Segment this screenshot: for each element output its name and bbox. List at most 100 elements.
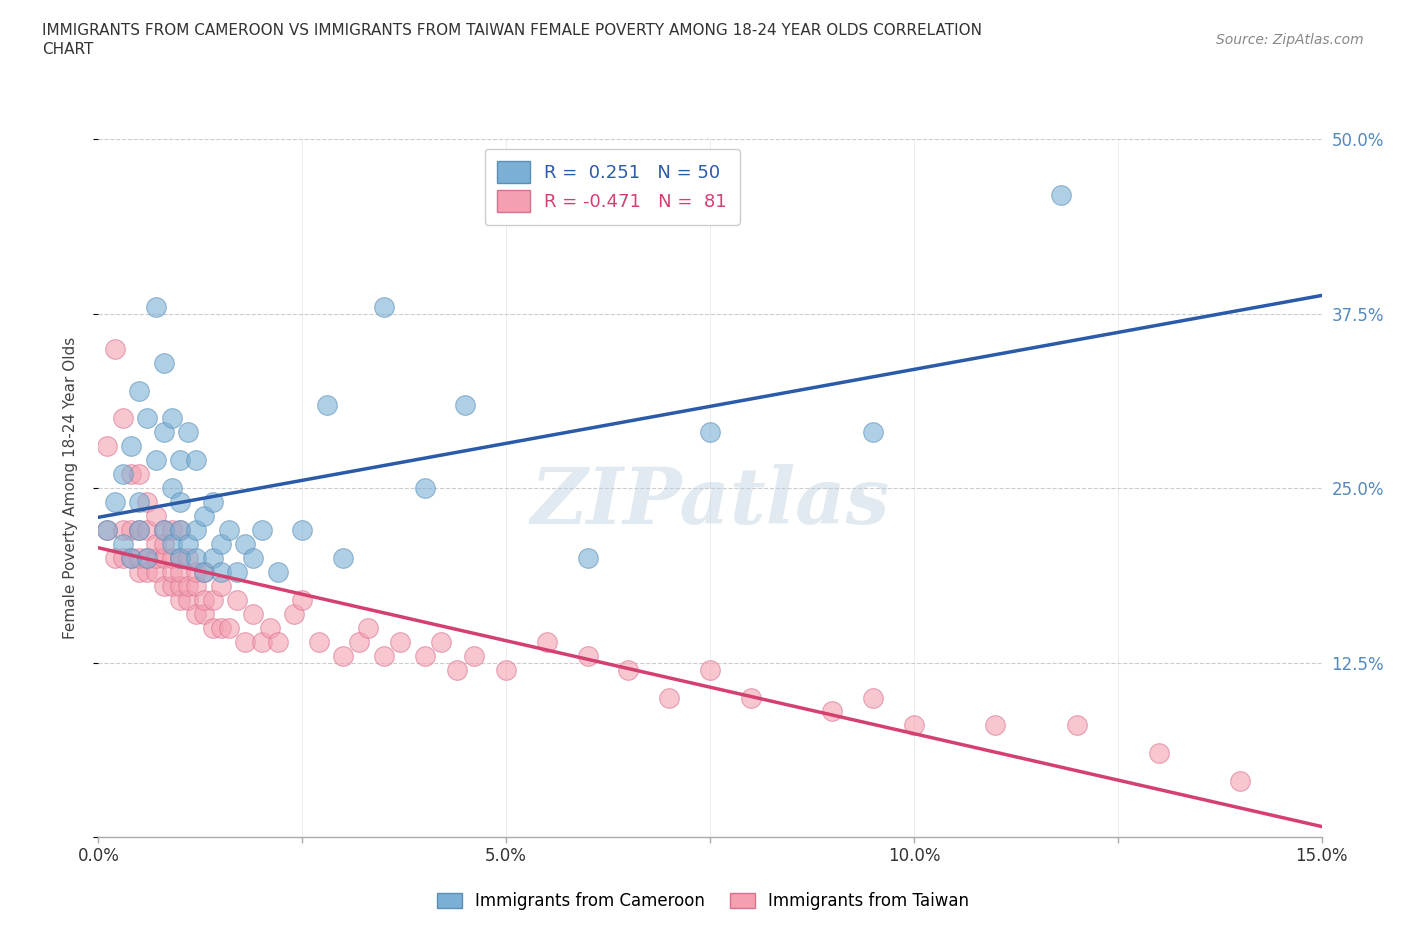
Point — [160, 411, 183, 426]
Point — [1049, 188, 1071, 203]
Point — [430, 634, 453, 649]
Point — [699, 662, 721, 677]
Point — [136, 495, 159, 510]
Point — [233, 634, 256, 649]
Point — [446, 662, 468, 677]
Point — [454, 397, 477, 412]
Point — [862, 690, 884, 705]
Point — [160, 578, 183, 593]
Point — [145, 537, 167, 551]
Point — [186, 523, 208, 538]
Point — [104, 551, 127, 565]
Point — [145, 453, 167, 468]
Point — [177, 551, 200, 565]
Point — [169, 565, 191, 579]
Point — [209, 620, 232, 635]
Point — [128, 523, 150, 538]
Text: IMMIGRANTS FROM CAMEROON VS IMMIGRANTS FROM TAIWAN FEMALE POVERTY AMONG 18-24 YE: IMMIGRANTS FROM CAMEROON VS IMMIGRANTS F… — [42, 23, 983, 38]
Point — [96, 439, 118, 454]
Point — [120, 523, 142, 538]
Point — [984, 718, 1007, 733]
Point — [128, 467, 150, 482]
Point — [201, 495, 224, 510]
Point — [291, 523, 314, 538]
Point — [349, 634, 371, 649]
Point — [226, 565, 249, 579]
Point — [104, 341, 127, 356]
Point — [136, 411, 159, 426]
Point — [267, 634, 290, 649]
Text: CHART: CHART — [42, 42, 94, 57]
Legend: R =  0.251   N = 50, R = -0.471   N =  81: R = 0.251 N = 50, R = -0.471 N = 81 — [485, 149, 740, 225]
Point — [145, 551, 167, 565]
Point — [218, 620, 240, 635]
Point — [152, 551, 174, 565]
Point — [332, 551, 354, 565]
Point — [186, 606, 208, 621]
Point — [413, 648, 436, 663]
Point — [413, 481, 436, 496]
Point — [193, 606, 215, 621]
Point — [699, 425, 721, 440]
Point — [495, 662, 517, 677]
Point — [250, 523, 273, 538]
Y-axis label: Female Poverty Among 18-24 Year Olds: Female Poverty Among 18-24 Year Olds — [63, 338, 77, 640]
Point — [308, 634, 330, 649]
Text: Source: ZipAtlas.com: Source: ZipAtlas.com — [1216, 33, 1364, 46]
Point — [152, 523, 174, 538]
Point — [177, 537, 200, 551]
Point — [209, 565, 232, 579]
Point — [136, 551, 159, 565]
Point — [291, 592, 314, 607]
Point — [617, 662, 640, 677]
Point — [169, 578, 191, 593]
Point — [169, 523, 191, 538]
Point — [862, 425, 884, 440]
Point — [177, 425, 200, 440]
Point — [267, 565, 290, 579]
Point — [145, 509, 167, 524]
Point — [233, 537, 256, 551]
Point — [169, 453, 191, 468]
Point — [111, 551, 134, 565]
Point — [136, 523, 159, 538]
Point — [218, 523, 240, 538]
Point — [186, 578, 208, 593]
Point — [104, 495, 127, 510]
Point — [242, 606, 264, 621]
Point — [128, 565, 150, 579]
Point — [193, 509, 215, 524]
Point — [128, 523, 150, 538]
Point — [160, 551, 183, 565]
Point — [145, 565, 167, 579]
Point — [193, 565, 215, 579]
Point — [193, 592, 215, 607]
Point — [903, 718, 925, 733]
Point — [152, 578, 174, 593]
Point — [96, 523, 118, 538]
Point — [1066, 718, 1088, 733]
Point — [576, 551, 599, 565]
Point — [169, 495, 191, 510]
Legend: Immigrants from Cameroon, Immigrants from Taiwan: Immigrants from Cameroon, Immigrants fro… — [430, 885, 976, 917]
Point — [111, 411, 134, 426]
Point — [152, 355, 174, 370]
Point — [152, 523, 174, 538]
Point — [209, 537, 232, 551]
Point — [283, 606, 305, 621]
Point — [186, 453, 208, 468]
Point — [136, 565, 159, 579]
Point — [576, 648, 599, 663]
Point — [186, 551, 208, 565]
Point — [111, 467, 134, 482]
Point — [145, 299, 167, 314]
Point — [463, 648, 485, 663]
Point — [315, 397, 337, 412]
Point — [201, 620, 224, 635]
Point — [332, 648, 354, 663]
Point — [160, 565, 183, 579]
Point — [169, 523, 191, 538]
Point — [226, 592, 249, 607]
Point — [169, 551, 191, 565]
Point — [111, 537, 134, 551]
